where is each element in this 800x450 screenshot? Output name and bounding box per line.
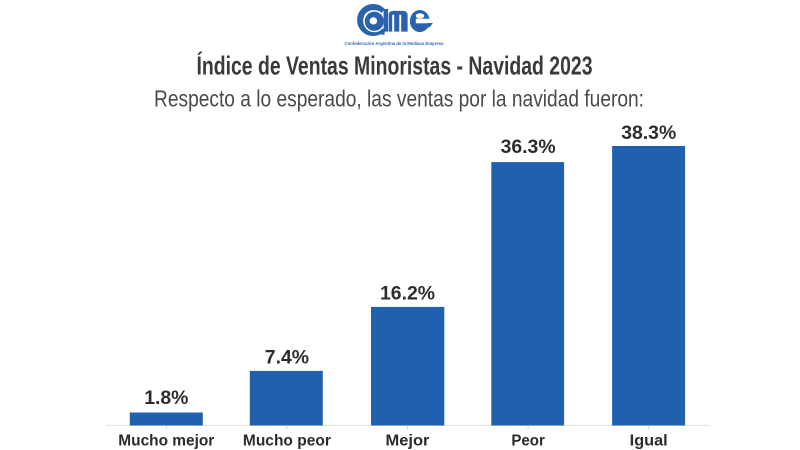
- svg-text:16.2%: 16.2%: [380, 282, 435, 304]
- svg-text:38.3%: 38.3%: [621, 122, 676, 144]
- svg-text:7.4%: 7.4%: [265, 346, 309, 368]
- svg-text:Mucho mejor: Mucho mejor: [118, 433, 214, 450]
- svg-text:Peor: Peor: [511, 433, 545, 450]
- svg-text:Índice de Ventas Minoristas -: Índice de Ventas Minoristas - Navidad 20…: [197, 50, 593, 80]
- svg-text:Mucho peor: Mucho peor: [243, 433, 331, 450]
- svg-text:Respecto a lo esperado, las ve: Respecto a lo esperado, las ventas por l…: [154, 85, 644, 111]
- svg-text:Confederación Argentina de la: Confederación Argentina de la Mediana Em…: [345, 41, 444, 46]
- svg-text:Igual: Igual: [630, 433, 668, 450]
- svg-text:1.8%: 1.8%: [144, 387, 188, 409]
- svg-text:36.3%: 36.3%: [501, 136, 556, 158]
- svg-text:Mejor: Mejor: [386, 433, 430, 450]
